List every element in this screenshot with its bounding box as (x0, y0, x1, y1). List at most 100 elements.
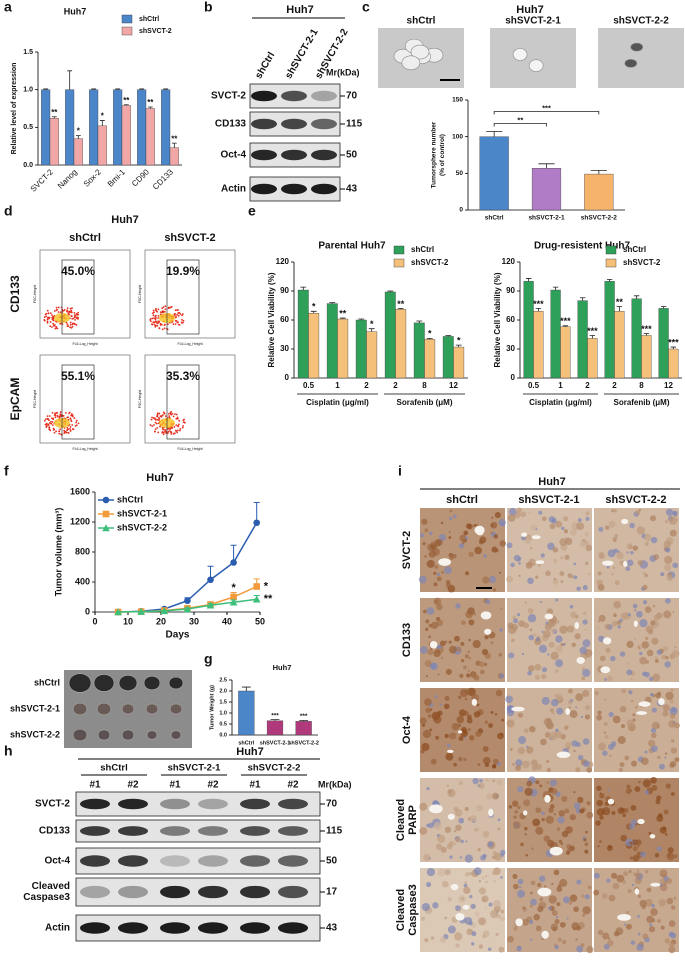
ihc-texture (482, 756, 491, 765)
ihc-texture (651, 721, 660, 730)
ihc-texture (674, 757, 680, 763)
ihc-texture (582, 906, 591, 915)
ihc-texture (448, 530, 451, 533)
flow-event (45, 315, 48, 318)
group-label: shSVCT-2-2 (248, 763, 301, 774)
significance: * (264, 580, 269, 592)
ihc-texture (435, 735, 440, 740)
y-axis-label: Relative Cell Viability (%) (267, 272, 276, 367)
ihc-texture (619, 762, 625, 768)
ihc-texture (603, 722, 608, 726)
flow-event (51, 326, 53, 328)
significance: ** (397, 299, 405, 309)
ihc-texture (535, 637, 541, 642)
ihc-texture (664, 597, 671, 604)
ihc-texture (584, 714, 591, 720)
ihc-texture (554, 945, 559, 950)
legend-label: shSVCT-2-2 (117, 522, 167, 532)
blot-band (118, 826, 148, 836)
ihc-texture (521, 760, 530, 769)
ihc-texture (474, 546, 483, 555)
ihc-texture (433, 582, 438, 587)
ihc-texture (466, 523, 473, 530)
ihc-texture (631, 883, 635, 887)
ihc-texture (493, 534, 499, 539)
blot-band (118, 855, 148, 867)
ihc-texture (654, 658, 659, 664)
bar (604, 281, 615, 379)
tumor (146, 730, 158, 740)
panel-letter: a (4, 0, 12, 15)
ihc-texture (585, 561, 589, 566)
chart-title: Drug-resistent Huh7 (534, 241, 631, 252)
ihc-texture (654, 656, 658, 659)
blot-band (160, 826, 190, 836)
legend-swatch (121, 26, 133, 36)
ihc-texture (650, 536, 658, 544)
flow-event (170, 411, 173, 413)
flow-event (58, 415, 61, 417)
flow-event (64, 411, 67, 414)
ihc-texture (662, 704, 670, 712)
ihc-texture (507, 935, 514, 943)
ihc-texture (527, 577, 534, 585)
significance: ** (147, 98, 154, 107)
ihc-texture (517, 878, 524, 885)
ihc-lumen (565, 708, 571, 715)
ihc-texture (626, 669, 633, 676)
ihc-texture (531, 847, 534, 851)
ihc-texture (552, 926, 557, 932)
ihc-texture (530, 759, 538, 767)
flow-plot (39, 249, 131, 339)
flow-event (43, 419, 46, 422)
ihc-texture (626, 559, 634, 567)
point (183, 605, 192, 613)
point (253, 519, 260, 527)
flow-event (45, 425, 48, 428)
group-label: shCtrl (100, 763, 127, 774)
ihc-texture (508, 805, 513, 809)
row-label: SVCT-2 (211, 91, 246, 102)
row-label: shCtrl (34, 677, 60, 687)
ihc-texture (584, 531, 589, 537)
group-label: Sorafenib (μM) (396, 398, 452, 407)
ihc-texture (630, 700, 634, 703)
mr-value: 115 (346, 119, 363, 130)
ihc-texture (472, 639, 481, 649)
ihc-texture (619, 618, 623, 623)
ihc-texture (498, 571, 501, 574)
flow-event (154, 315, 157, 318)
flow-event (44, 423, 47, 426)
ihc-texture (597, 584, 605, 591)
ihc-lumen (537, 887, 552, 897)
lane-label: #2 (127, 780, 139, 791)
ihc-texture (611, 872, 618, 879)
flow-event (48, 316, 51, 319)
row-label: Caspase3 (23, 892, 70, 903)
ihc-texture (500, 853, 504, 857)
ihc-texture (637, 559, 644, 566)
ihc-texture (493, 899, 501, 908)
blot-band (281, 183, 307, 195)
flow-event (156, 418, 159, 421)
ihc-texture (517, 747, 525, 755)
ihc-texture (508, 652, 515, 659)
ihc-texture (443, 703, 450, 710)
ihc-texture (422, 541, 426, 546)
legend-swatch (605, 245, 617, 255)
error-bar (552, 286, 559, 291)
point (230, 559, 237, 566)
ihc-texture (453, 842, 457, 845)
flow-plot (144, 354, 236, 444)
ihc-texture (656, 814, 664, 822)
ihc-texture (474, 827, 480, 832)
bar (326, 303, 338, 379)
ihc-texture (606, 878, 611, 883)
ihc-texture (461, 726, 467, 733)
ihc-texture (486, 778, 489, 782)
ihc-texture (467, 687, 476, 697)
flow-event (182, 319, 185, 322)
ihc-texture (537, 563, 541, 567)
x-tick-label: Sox-2 (82, 167, 104, 189)
ihc-texture (481, 876, 485, 880)
